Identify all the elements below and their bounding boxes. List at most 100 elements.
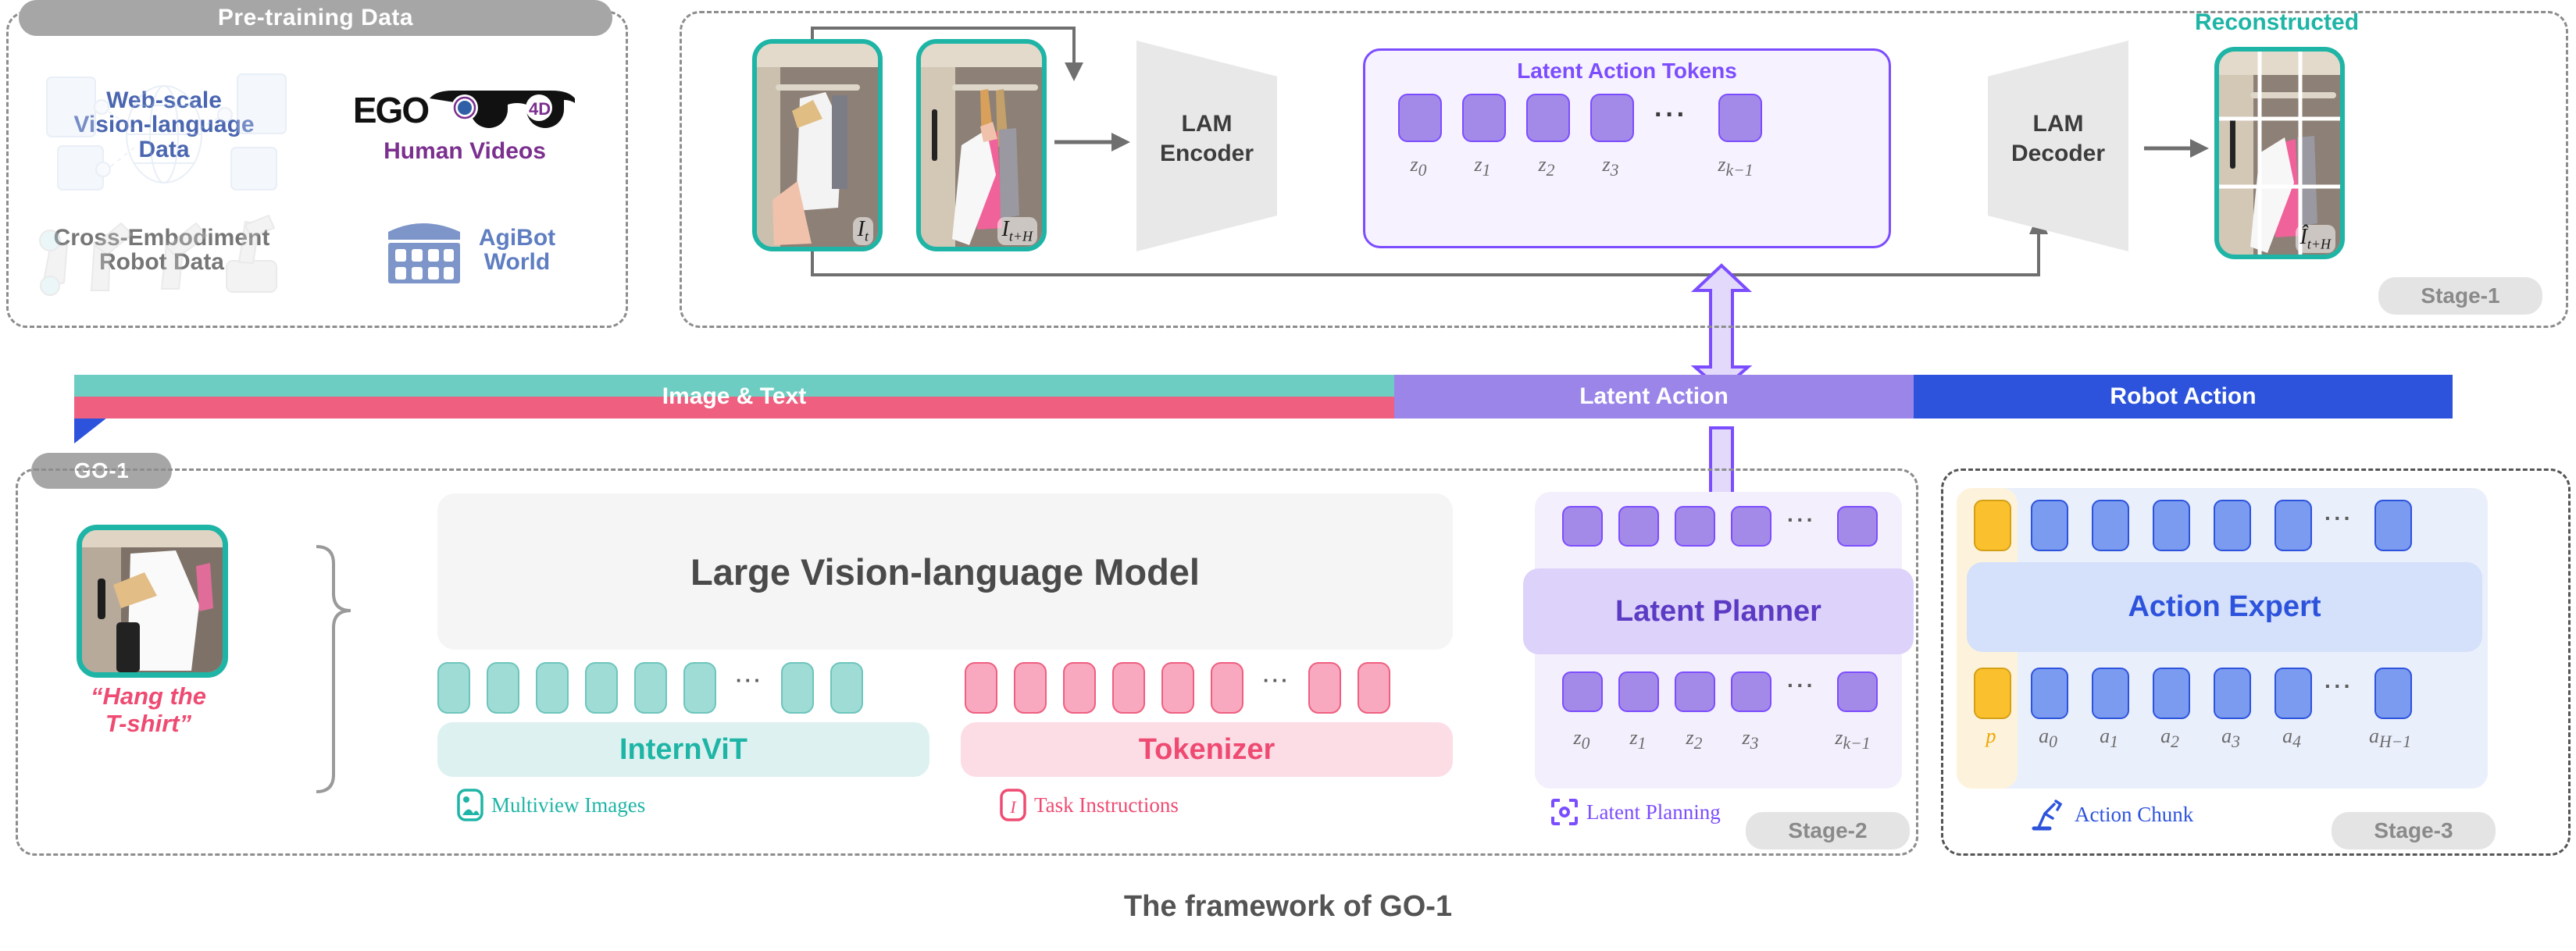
text-token-6 — [1308, 662, 1341, 714]
pretrain-cell-web-scale: Web-scale Vision-language Data — [23, 73, 305, 191]
image-icon — [457, 789, 483, 821]
latent-planner-in-token-0 — [1562, 506, 1603, 547]
action-in-token-4 — [2275, 500, 2312, 551]
stage3-panel — [1941, 468, 2571, 856]
text-token-2 — [1063, 662, 1096, 714]
proprio-token-top — [1974, 500, 2011, 551]
stage3-token-label-1: a1 — [2100, 725, 2118, 752]
stage2-token-label-3: z3 — [1742, 726, 1759, 753]
frame-t-plus-h-image — [921, 44, 1042, 247]
action-out-token-3 — [2214, 668, 2251, 719]
text-token-row: ··· — [965, 662, 1457, 714]
action-in-token-1 — [2092, 500, 2129, 551]
stage3-token-label-4: a4 — [2282, 725, 2301, 752]
ego4d-logo-text: EGO — [352, 90, 430, 131]
glasses-icon: 4D — [430, 91, 576, 129]
go1-observation-image — [77, 525, 228, 678]
vision-token-2 — [536, 662, 569, 714]
frame-t-label: It — [852, 217, 873, 245]
action-out-token-h-1 — [2374, 668, 2412, 719]
lam-encoder-line1: LAM — [1181, 111, 1233, 137]
stage3-token-label-0: a0 — [2039, 725, 2057, 752]
reconstructed-image — [2219, 52, 2340, 255]
svg-text:4D: 4D — [529, 99, 551, 119]
latent-token-label-2: z2 — [1538, 153, 1555, 180]
vision-token-6 — [781, 662, 814, 714]
latent-token-3 — [1590, 94, 1634, 142]
action-in-token-2 — [2153, 500, 2190, 551]
lam-decoder-label: LAM Decoder — [1984, 109, 2132, 168]
latent-token-label-0: z0 — [1410, 153, 1427, 180]
flow-segment-latent-action: Latent Action — [1394, 375, 1914, 419]
vision-token-1 — [487, 662, 519, 714]
latent-action-tokens-title: Latent Action Tokens — [1517, 59, 1737, 83]
latent-planner-in-token-3 — [1731, 506, 1771, 547]
vision-token-3 — [585, 662, 618, 714]
go1-task-instruction: “Hang the T-shirt” — [47, 682, 250, 737]
vision-tokens-ellipsis: ··· — [736, 668, 763, 692]
stage2-badge: Stage-2 — [1746, 812, 1910, 849]
colosseum-icon — [387, 223, 460, 283]
vision-token-4 — [634, 662, 667, 714]
latent-planner-in-token-k-1 — [1837, 506, 1878, 547]
action-out-token-2 — [2153, 668, 2190, 719]
internvit-card: InternViT — [437, 722, 929, 777]
go1-panel — [16, 468, 1918, 856]
action-in-token-h-1 — [2374, 500, 2412, 551]
figure-caption: The framework of GO-1 — [1123, 890, 1453, 923]
action-in-ellipsis: ··· — [2324, 506, 2353, 530]
tokenizer-card: Tokenizer — [961, 722, 1453, 777]
reconstructed-label: Reconstructed — [2194, 9, 2360, 35]
text-tokens-ellipsis: ··· — [1263, 668, 1290, 692]
latent-planner-out-token-2 — [1675, 671, 1715, 712]
pretrain-web-line1: Web-scale — [106, 87, 222, 113]
stage3-token-label-h-1: aH−1 — [2368, 725, 2412, 752]
latent-tokens-ellipsis: ··· — [1654, 100, 1688, 130]
proprio-token-bottom — [1974, 668, 2011, 719]
latent-planner-out-token-1 — [1618, 671, 1659, 712]
action-expert-card: Action Expert — [1967, 562, 2482, 652]
stage3-token-label-3: a3 — [2221, 725, 2240, 752]
latent-token-k-1 — [1718, 94, 1762, 142]
action-chunk-label: Action Chunk — [2075, 802, 2194, 826]
text-token-7 — [1358, 662, 1390, 714]
robot-arm-icon — [2032, 800, 2063, 831]
go1-observation-thumbnail — [82, 530, 223, 672]
latent-token-1 — [1462, 94, 1506, 142]
latent-planner-out-token-3 — [1731, 671, 1771, 712]
latent-planning-label: Latent Planning — [1586, 800, 1721, 824]
latent-planner-card: Latent Planner — [1523, 568, 1914, 654]
pretrain-web-line3: Data — [138, 136, 190, 162]
multiview-images-label: Multiview Images — [491, 792, 646, 817]
stage3-token-label-2: a2 — [2160, 725, 2179, 752]
stage3-badge: Stage-3 — [2332, 812, 2496, 849]
text-token-4 — [1161, 662, 1194, 714]
latent-planning-legend: Latent Planning — [1550, 798, 1721, 826]
pretrain-web-line2: Vision-language — [73, 112, 255, 138]
stage2-token-label-1: z1 — [1629, 726, 1647, 753]
stage2-token-label-0: z0 — [1573, 726, 1590, 753]
stage2-token-label-2: z2 — [1686, 726, 1703, 753]
action-out-ellipsis: ··· — [2324, 674, 2353, 698]
latent-token-label-1: z1 — [1474, 153, 1491, 180]
flow-segment-image-text: Image & Text — [74, 375, 1394, 419]
lam-encoder-shape — [1136, 41, 1277, 251]
vision-token-7 — [830, 662, 863, 714]
stage3-label-proprio: p — [1986, 725, 1996, 747]
vision-token-5 — [683, 662, 716, 714]
text-token-5 — [1211, 662, 1243, 714]
lam-decoder-line1: LAM — [2032, 111, 2084, 137]
lam-decoder-shape — [1988, 41, 2128, 251]
action-out-token-1 — [2092, 668, 2129, 719]
task-instructions-legend: I Task Instructions — [1000, 789, 1179, 821]
lam-decoder-line2: Decoder — [2010, 140, 2106, 166]
action-out-token-0 — [2031, 668, 2068, 719]
reconstructed-frame: Ît+H — [2214, 47, 2345, 259]
vision-token-0 — [437, 662, 470, 714]
stage2-token-label-k-1: zk−1 — [1835, 726, 1871, 753]
pretraining-data-title: Pre-training Data — [19, 0, 612, 36]
latent-planner-in-token-1 — [1618, 506, 1659, 547]
latent-token-0 — [1398, 94, 1442, 142]
latent-token-2 — [1526, 94, 1570, 142]
action-in-token-3 — [2214, 500, 2251, 551]
